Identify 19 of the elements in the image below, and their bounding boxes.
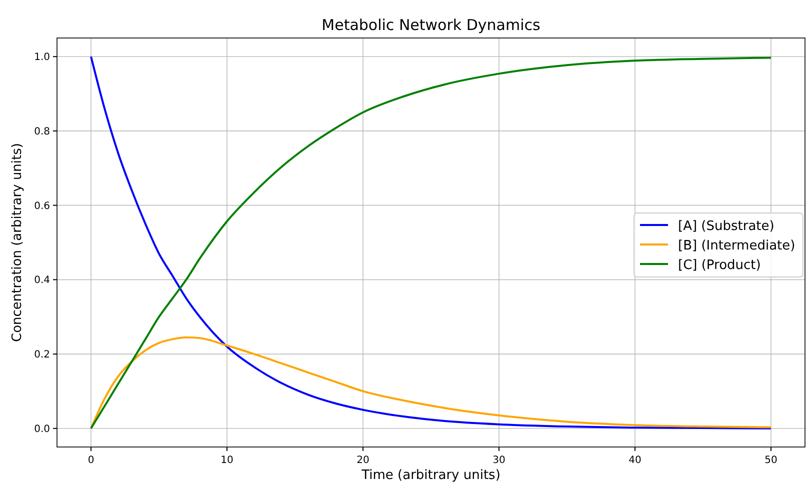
x-tick-label: 10 — [220, 455, 234, 466]
x-tick-label: 40 — [628, 455, 642, 466]
x-tick-label: 50 — [764, 455, 778, 466]
legend-label: [A] (Substrate) — [678, 219, 774, 234]
chart-title: Metabolic Network Dynamics — [322, 16, 541, 34]
y-tick-label: 0.4 — [34, 275, 50, 286]
x-tick-label: 30 — [492, 455, 506, 466]
y-tick-label: 0.6 — [34, 200, 50, 212]
y-tick-label: 0.8 — [34, 126, 50, 138]
x-tick-label: 0 — [88, 455, 94, 466]
legend-label: [C] (Product) — [678, 258, 761, 273]
x-axis-title: Time (arbitrary units) — [360, 468, 500, 483]
y-tick-label: 0.2 — [34, 350, 50, 361]
y-tick-label: 1.0 — [34, 52, 50, 64]
y-tick-label: 0.0 — [34, 424, 50, 435]
y-axis-title: Concentration (arbitrary units) — [10, 143, 25, 342]
line-series — [90, 336, 772, 430]
x-tick-label: 20 — [356, 455, 370, 466]
legend-label: [B] (Intermediate) — [678, 238, 796, 254]
